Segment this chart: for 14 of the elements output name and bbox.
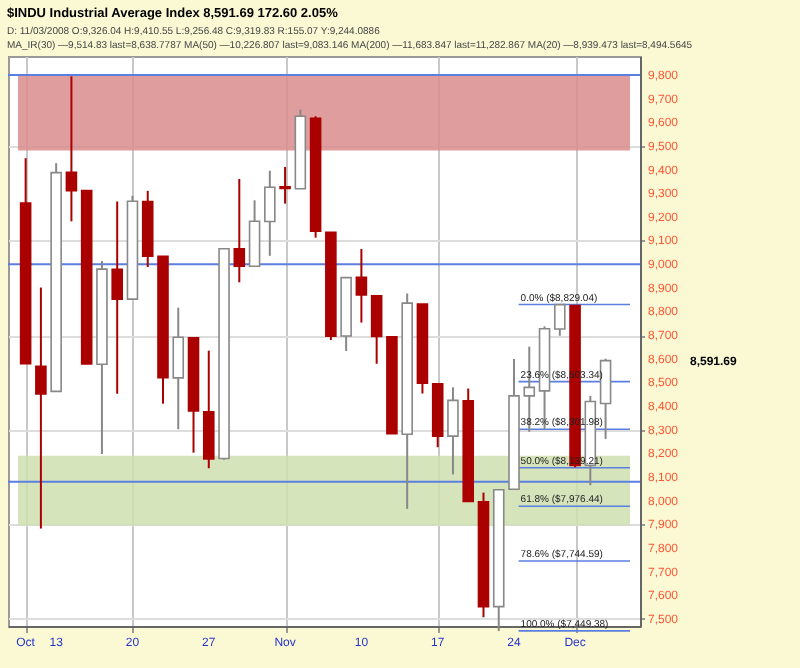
candlestick bbox=[370, 294, 383, 365]
candlestick bbox=[355, 248, 368, 324]
candlestick bbox=[65, 75, 78, 223]
candlestick bbox=[264, 169, 276, 257]
candlestick bbox=[111, 200, 123, 395]
candlestick bbox=[599, 357, 612, 440]
candlestick bbox=[554, 303, 566, 337]
candlestick bbox=[172, 306, 185, 431]
candlestick bbox=[202, 349, 215, 470]
candlestick bbox=[248, 199, 261, 268]
candlestick bbox=[35, 286, 47, 530]
candlestick bbox=[279, 165, 291, 205]
candlestick bbox=[233, 177, 246, 284]
candlestick bbox=[447, 386, 459, 476]
